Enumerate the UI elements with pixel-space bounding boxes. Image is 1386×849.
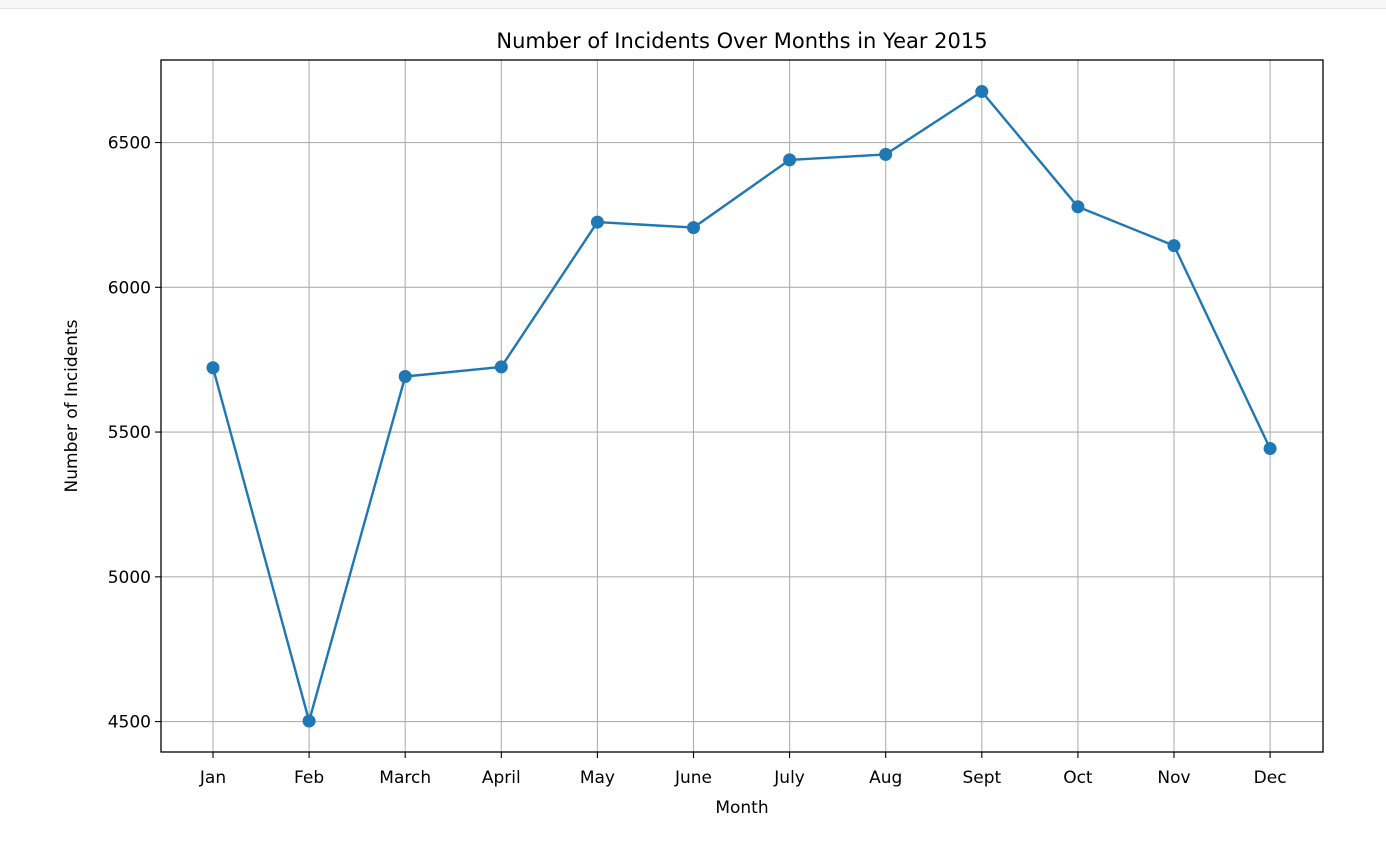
data-point-marker bbox=[494, 360, 508, 374]
data-point-marker bbox=[783, 153, 797, 167]
x-tick-label: Aug bbox=[869, 768, 902, 788]
x-tick-label: March bbox=[379, 768, 431, 788]
x-tick-label: May bbox=[580, 768, 615, 788]
grid-lines bbox=[161, 60, 1323, 752]
y-tick-label: 5500 bbox=[108, 423, 151, 443]
y-tick-label: 6500 bbox=[108, 134, 151, 154]
plot-area-frame bbox=[160, 59, 1324, 753]
x-tick-label: April bbox=[482, 768, 521, 788]
y-tick-label: 5000 bbox=[108, 568, 151, 588]
y-tick-label: 6000 bbox=[108, 278, 151, 298]
x-tick-label: Jan bbox=[199, 768, 226, 788]
x-tick-label: Feb bbox=[294, 768, 324, 788]
data-point-marker bbox=[206, 361, 220, 375]
x-tick-label: Oct bbox=[1063, 768, 1093, 788]
x-tick-label: Nov bbox=[1157, 768, 1190, 788]
series-line bbox=[211, 90, 1272, 723]
chart-title: Number of Incidents Over Months in Year … bbox=[496, 29, 987, 53]
data-point-marker bbox=[879, 147, 893, 161]
x-tick-label: Sept bbox=[962, 768, 1001, 788]
x-tick-label: Dec bbox=[1254, 768, 1287, 788]
notebook-output-strip bbox=[0, 0, 1386, 9]
x-tick-label: July bbox=[773, 768, 805, 788]
data-point-marker bbox=[1167, 239, 1181, 253]
y-axis-label: Number of Incidents bbox=[62, 319, 82, 492]
data-point-marker bbox=[687, 221, 700, 235]
y-tick-label: 4500 bbox=[108, 713, 151, 733]
y-axis-ticks: 4500 5000 5500 6000 6500 bbox=[108, 134, 161, 733]
x-axis-label: Month bbox=[715, 798, 768, 818]
data-point-marker bbox=[302, 714, 316, 728]
data-point-marker bbox=[398, 369, 412, 383]
series-layer bbox=[206, 85, 1277, 728]
x-tick-label: June bbox=[674, 768, 712, 788]
x-axis-ticks: Jan Feb March April May June July Aug Sept Oct Nov… bbox=[199, 752, 1287, 788]
data-point-marker bbox=[590, 215, 604, 229]
data-point-marker bbox=[1263, 442, 1277, 456]
data-point-marker bbox=[1071, 200, 1085, 214]
data-point-marker bbox=[975, 85, 989, 99]
